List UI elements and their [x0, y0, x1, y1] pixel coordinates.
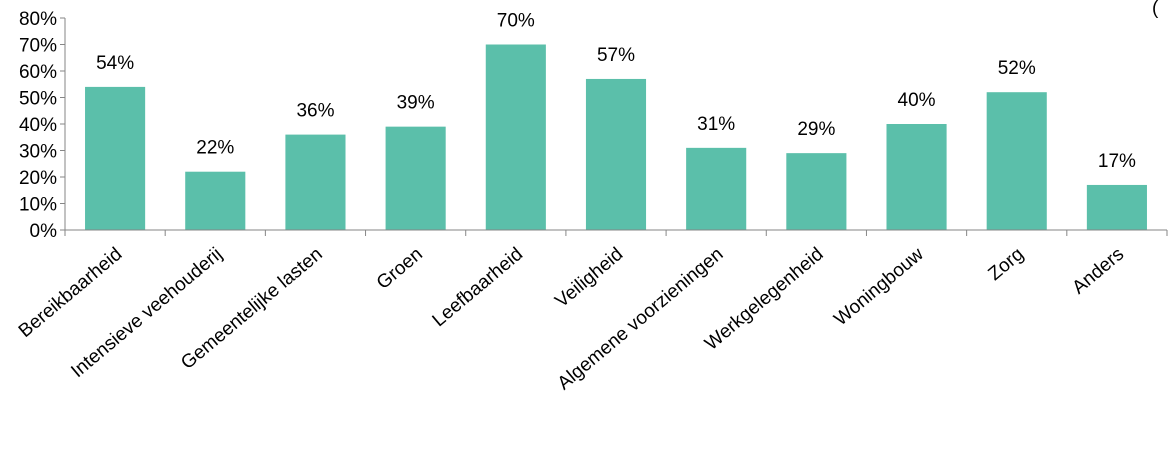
data-label: 57% — [597, 45, 635, 66]
y-axis-tick-labels: 0% 10% 20% 30% 40% 50% 60% 70% 80% — [19, 9, 57, 242]
axes-group — [60, 17, 1168, 236]
data-label: 17% — [1098, 151, 1136, 172]
data-label: 29% — [797, 119, 835, 140]
bar — [185, 171, 246, 230]
corner-fragment: ( — [1152, 0, 1159, 19]
x-tick-label: Groen — [373, 244, 427, 294]
bar — [585, 78, 647, 230]
bar — [986, 92, 1047, 230]
bar — [786, 153, 847, 230]
data-label: 31% — [697, 114, 735, 135]
data-label: 36% — [296, 101, 334, 122]
bar — [285, 134, 346, 230]
bar — [85, 86, 146, 231]
y-tick-label: 60% — [19, 62, 57, 83]
x-tick-label: Anders — [1069, 244, 1129, 299]
bar — [385, 126, 446, 230]
y-tick-label: 80% — [19, 9, 57, 30]
data-labels-group: 54% 22% 36% 39% 70% 57% 31% 29% 40% 52% 17% — [96, 11, 1136, 172]
x-tick-label: Zorg — [985, 244, 1028, 285]
data-label: 70% — [497, 11, 535, 32]
bar — [1086, 184, 1147, 230]
y-tick-label: 50% — [19, 89, 57, 110]
data-label: 39% — [397, 93, 435, 114]
data-label: 54% — [96, 53, 134, 74]
x-tick-label: Veiligheid — [551, 244, 627, 312]
y-tick-label: 20% — [19, 168, 57, 189]
x-tick-label: Algemene voorzieningen — [554, 244, 728, 395]
y-tick-label: 70% — [19, 36, 57, 57]
y-tick-label: 10% — [19, 195, 57, 216]
y-tick-label: 30% — [19, 142, 57, 163]
y-tick-label: 0% — [30, 221, 58, 242]
bar — [886, 124, 947, 230]
bar — [686, 147, 747, 230]
data-label: 40% — [898, 90, 936, 111]
bars-group — [85, 44, 1147, 231]
x-tick-label: Bereikbaarheid — [15, 244, 126, 342]
x-tick-label: Leefbaarheid — [429, 244, 527, 331]
bar — [485, 44, 546, 230]
y-tick-label: 40% — [19, 115, 57, 136]
data-label: 52% — [998, 58, 1036, 79]
x-tick-label: Woningbouw — [830, 244, 928, 331]
data-label: 22% — [196, 138, 234, 159]
